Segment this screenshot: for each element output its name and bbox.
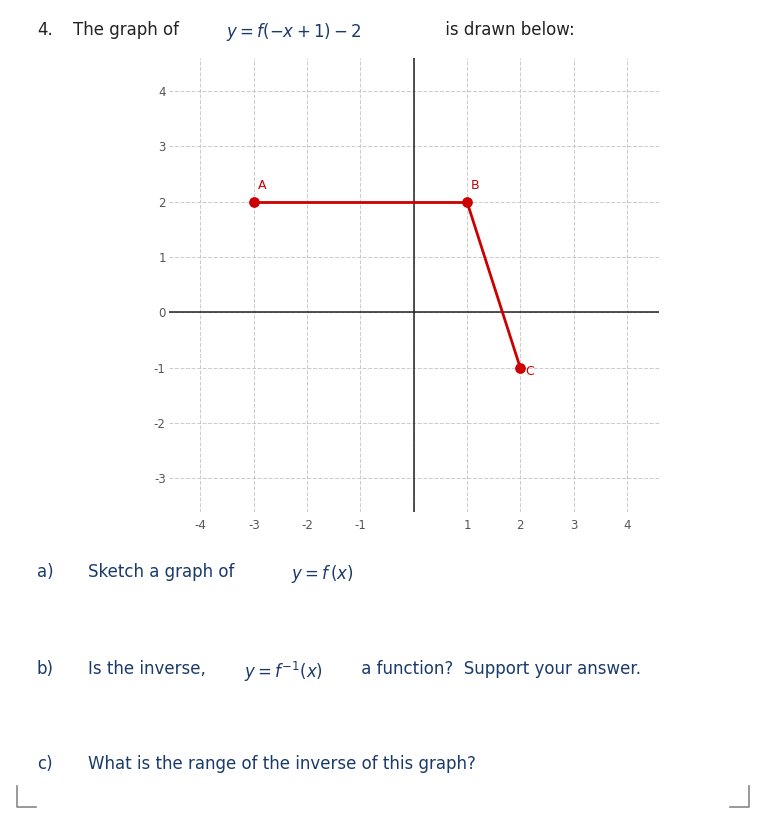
Point — [514, 361, 526, 375]
Text: c): c) — [37, 755, 52, 773]
Text: C: C — [525, 365, 535, 378]
Text: The graph of: The graph of — [73, 21, 184, 39]
Text: A: A — [258, 179, 267, 191]
Text: a function?  Support your answer.: a function? Support your answer. — [356, 660, 641, 678]
Text: 4.: 4. — [37, 21, 53, 39]
Text: What is the range of the inverse of this graph?: What is the range of the inverse of this… — [88, 755, 476, 773]
Text: is drawn below:: is drawn below: — [440, 21, 575, 39]
Text: b): b) — [37, 660, 54, 678]
Text: $y = f\,(x)$: $y = f\,(x)$ — [291, 563, 354, 585]
Point — [461, 195, 473, 208]
Text: Sketch a graph of: Sketch a graph of — [88, 563, 240, 581]
Text: $y = f^{-1}(x)$: $y = f^{-1}(x)$ — [244, 660, 322, 684]
Point — [247, 195, 260, 208]
Text: Is the inverse,: Is the inverse, — [88, 660, 211, 678]
Text: a): a) — [37, 563, 54, 581]
Text: B: B — [471, 179, 480, 191]
Text: $y = f(-x+1)-2$: $y = f(-x+1)-2$ — [226, 21, 362, 43]
